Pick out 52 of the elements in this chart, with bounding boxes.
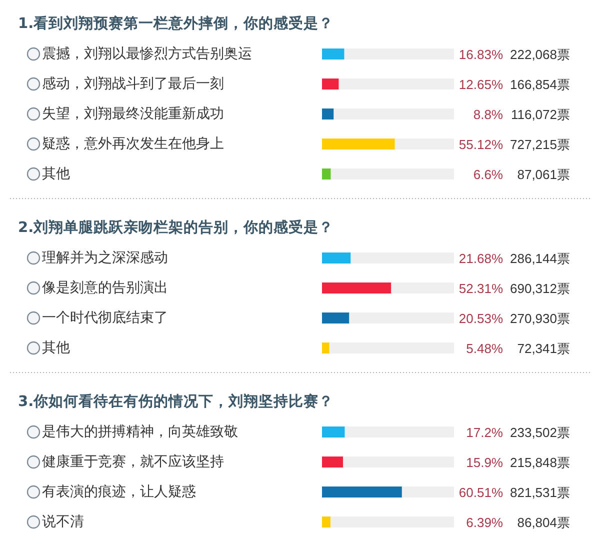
bar <box>322 516 330 528</box>
bar <box>322 342 330 354</box>
data-label: 8.8% <box>473 106 504 122</box>
data-label: 52.31% <box>458 280 504 296</box>
data-label: 55.12% <box>458 136 504 152</box>
text: 286,144票 <box>510 250 570 266</box>
y-tick-label: 其他 <box>42 340 70 356</box>
text: 116,072票 <box>510 106 570 122</box>
y-tick-label: 健康重于竞赛，就不应该坚持 <box>42 454 224 470</box>
bar <box>322 252 351 264</box>
bar <box>322 312 350 324</box>
text: 166,854票 <box>510 76 570 92</box>
text: 2.刘翔单腿跳跃亲吻栏架的告别，你的感受是？ <box>18 218 334 236</box>
text: 233,502票 <box>510 424 570 440</box>
bar <box>322 108 334 120</box>
text: 821,531票 <box>510 484 570 500</box>
y-tick-label: 感动，刘翔战斗到了最后一刻 <box>42 76 224 92</box>
y-tick-label: 失望，刘翔最终没能重新成功 <box>42 106 224 122</box>
bar <box>322 168 331 180</box>
bar <box>322 48 344 60</box>
y-tick-label: 理解并为之深深感动 <box>42 250 168 266</box>
text: 1.看到刘翔预赛第一栏意外摔倒，你的感受是？ <box>18 14 334 32</box>
y-tick-label: 其他 <box>42 166 70 182</box>
y-tick-label: 是伟大的拼搏精神，向英雄致敬 <box>42 424 238 440</box>
data-label: 5.48% <box>466 340 504 356</box>
y-tick-label: 说不清 <box>42 514 84 530</box>
data-label: 16.83% <box>458 46 504 62</box>
text: 222,068票 <box>510 46 570 62</box>
data-label: 21.68% <box>458 250 504 266</box>
text: 3.你如何看待在有伤的情况下，刘翔坚持比赛？ <box>18 392 334 410</box>
data-label: 60.51% <box>458 484 504 500</box>
y-tick-label: 震撼，刘翔以最惨烈方式告别奥运 <box>42 46 252 62</box>
text: 86,804票 <box>517 514 570 530</box>
data-label: 6.39% <box>466 514 504 530</box>
text: 72,341票 <box>517 340 570 356</box>
text: 87,061票 <box>517 166 570 182</box>
data-label: 15.9% <box>466 454 504 470</box>
text: 690,312票 <box>510 280 570 296</box>
text: 215,848票 <box>510 454 570 470</box>
data-label: 17.2% <box>466 424 504 440</box>
y-tick-label: 疑惑，意外再次发生在他身上 <box>42 136 224 152</box>
text: 270,930票 <box>510 310 570 326</box>
data-label: 12.65% <box>458 76 504 92</box>
bar <box>322 426 345 438</box>
data-label: 20.53% <box>458 310 504 326</box>
bar <box>322 456 343 468</box>
y-tick-label: 有表演的痕迹，让人疑惑 <box>42 484 196 500</box>
y-tick-label: 像是刻意的告别演出 <box>42 280 168 296</box>
data-label: 6.6% <box>473 166 504 182</box>
y-tick-label: 一个时代彻底结束了 <box>42 310 168 326</box>
bar <box>322 78 339 90</box>
text: 727,215票 <box>510 136 570 152</box>
